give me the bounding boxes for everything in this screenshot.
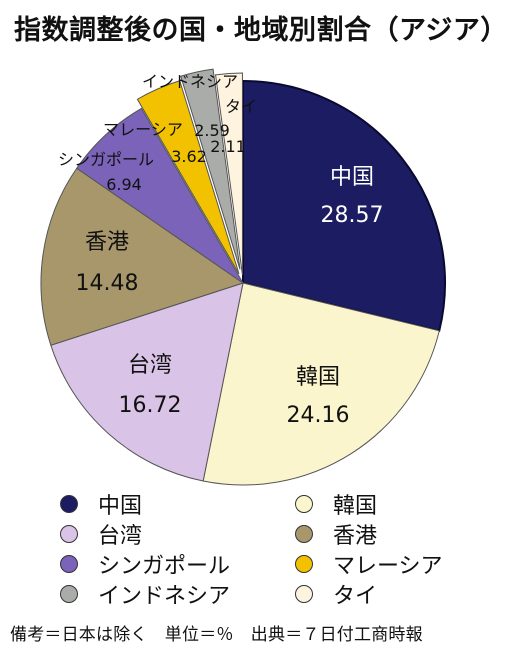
- slice-label-taiwan: 台湾: [128, 353, 172, 378]
- data-label-china: 28.57: [321, 203, 384, 228]
- slice-label-singapore: シンガポール: [58, 150, 154, 169]
- pie-slice-thailand: [214, 72, 243, 276]
- data-label-singapore: 6.94: [106, 175, 142, 194]
- legend-swatch: [295, 585, 313, 603]
- legend-label: 中国: [98, 494, 143, 519]
- pie-slice-malaysia: [136, 80, 240, 275]
- data-label-thailand: 2.11: [210, 137, 246, 156]
- pie-slice-singapore: [76, 107, 244, 284]
- legend-item-malaysia: マレーシア: [295, 550, 443, 579]
- legend-swatch: [60, 525, 78, 543]
- legend-swatch: [60, 585, 78, 603]
- pie-chart: 中国 28.57 韓国 24.16 台湾 16.72 香港 14.48 シンガポール 6.94 マレ…: [40, 68, 446, 486]
- data-label-indonesia: 2.59: [194, 121, 230, 140]
- legend-label: マレーシア: [333, 554, 443, 579]
- slice-label-korea: 韓国: [296, 365, 340, 390]
- slice-label-hongkong: 香港: [85, 230, 129, 255]
- chart-title: 指数調整後の国・地域別割合（アジア）: [14, 15, 508, 46]
- legend-swatch: [60, 495, 78, 513]
- data-label-hongkong: 14.48: [76, 271, 139, 296]
- legend-item-hongkong: 香港: [295, 520, 378, 549]
- legend-label: 韓国: [333, 494, 378, 519]
- legend-label: シンガポール: [98, 554, 231, 579]
- legend-item-singapore: シンガポール: [60, 550, 231, 579]
- slice-label-malaysia: マレーシア: [103, 120, 183, 139]
- legend-label: 香港: [333, 524, 378, 549]
- data-label-malaysia: 3.62: [171, 147, 207, 166]
- legend-label: 台湾: [98, 524, 143, 549]
- data-label-taiwan: 16.72: [119, 393, 182, 418]
- pie-slice-indonesia: [180, 68, 241, 270]
- slice-label-indonesia: インドネシア: [142, 72, 238, 91]
- legend-item-taiwan: 台湾: [60, 520, 143, 549]
- legend-label: タイ: [333, 584, 378, 609]
- legend-label: インドネシア: [98, 584, 231, 609]
- legend-item-indonesia: インドネシア: [60, 580, 231, 609]
- legend-swatch: [295, 495, 313, 513]
- pie-slice-hongkong: [40, 167, 245, 346]
- pie-slice-korea: [202, 282, 440, 486]
- legend-swatch: [295, 525, 313, 543]
- legend-swatch: [295, 555, 313, 573]
- legend-item-china: 中国: [60, 490, 143, 519]
- legend-item-thailand: タイ: [295, 580, 378, 609]
- footer-note: 備考＝日本は除く 単位＝％ 出典＝７日付工商時報: [10, 625, 423, 645]
- slice-label-china: 中国: [330, 165, 374, 190]
- pie-slice-china: [242, 79, 446, 333]
- slice-label-thailand: タイ: [225, 97, 257, 116]
- pie-slice-taiwan: [50, 282, 244, 482]
- legend-swatch: [60, 555, 78, 573]
- data-label-korea: 24.16: [287, 403, 350, 428]
- legend-item-korea: 韓国: [295, 490, 378, 519]
